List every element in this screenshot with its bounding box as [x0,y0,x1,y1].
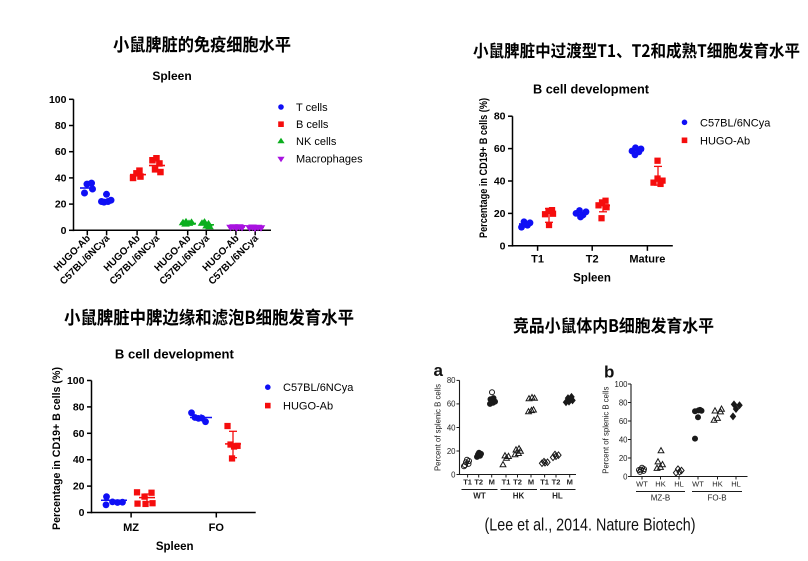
svg-text:HL: HL [731,480,741,489]
svg-text:80: 80 [55,120,67,132]
svg-text:WT: WT [473,492,486,501]
svg-text:M: M [528,478,534,487]
svg-text:HK: HK [712,480,722,489]
svg-text:60: 60 [494,143,506,155]
svg-text:HK: HK [655,480,665,489]
svg-text:0: 0 [500,240,506,252]
svg-text:(Lee et al., 2014. Nature Biot: (Lee et al., 2014. Nature Biotech) [485,515,696,535]
svg-text:T1: T1 [463,478,472,487]
svg-text:0: 0 [451,470,456,479]
svg-text:C57BL/6NCya: C57BL/6NCya [283,382,354,394]
svg-text:80: 80 [619,398,628,407]
svg-text:60: 60 [55,146,67,158]
svg-text:Percentage in CD19+ B cells (%: Percentage in CD19+ B cells (%) [478,98,490,238]
svg-text:NK cells: NK cells [296,136,337,148]
svg-text:FO: FO [209,522,225,534]
svg-text:T2: T2 [552,478,561,487]
svg-text:T1: T1 [540,478,549,487]
svg-text:100: 100 [614,380,628,389]
svg-text:T1: T1 [531,253,544,265]
svg-text:40: 40 [619,435,628,444]
svg-text:B cells: B cells [296,119,329,131]
svg-text:HL: HL [674,480,684,489]
svg-text:a: a [434,361,444,380]
svg-text:WT: WT [636,480,648,489]
svg-text:HK: HK [513,492,525,501]
svg-text:80: 80 [447,376,456,385]
svg-text:Percent of splenic B cells: Percent of splenic B cells [434,384,443,471]
svg-text:FO-B: FO-B [707,494,726,503]
svg-text:Mature: Mature [629,253,665,265]
svg-text:T2: T2 [474,478,483,487]
svg-text:Spleen: Spleen [573,273,611,285]
svg-text:WT: WT [692,480,704,489]
svg-text:Percentage in CD19+ B cells (%: Percentage in CD19+ B cells (%) [51,367,63,530]
svg-text:40: 40 [55,172,67,184]
svg-text:M: M [567,478,573,487]
svg-text:T2: T2 [586,253,599,265]
svg-text:100: 100 [67,375,85,387]
svg-text:M: M [489,478,495,487]
svg-text:MZ: MZ [123,522,139,534]
svg-text:T cells: T cells [296,102,328,114]
svg-text:Spleen: Spleen [152,69,191,83]
svg-text:b: b [604,363,614,382]
svg-text:40: 40 [73,454,85,466]
svg-text:80: 80 [494,111,506,123]
svg-text:60: 60 [619,417,628,426]
svg-text:HUGO-Ab: HUGO-Ab [283,401,333,413]
svg-text:100: 100 [49,94,67,106]
svg-text:HL: HL [552,492,563,501]
svg-text:20: 20 [494,208,506,220]
svg-text:0: 0 [79,507,85,519]
svg-text:40: 40 [447,423,456,432]
svg-text:Percent of splenic B cells: Percent of splenic B cells [602,387,611,474]
svg-text:HUGO-Ab: HUGO-Ab [700,135,750,147]
svg-text:T1: T1 [502,478,511,487]
svg-text:B cell development: B cell development [533,83,650,97]
svg-text:Spleen: Spleen [156,541,194,553]
svg-text:20: 20 [55,199,67,211]
svg-text:60: 60 [73,428,85,440]
svg-text:C57BL/6NCya: C57BL/6NCya [700,117,771,129]
svg-text:T2: T2 [513,478,522,487]
svg-text:20: 20 [447,447,456,456]
svg-text:MZ-B: MZ-B [651,494,671,503]
svg-text:0: 0 [623,472,628,481]
svg-text:B cell development: B cell development [115,347,235,362]
svg-text:20: 20 [73,481,85,493]
svg-text:20: 20 [619,454,628,463]
svg-text:0: 0 [61,225,67,237]
svg-text:Macrophages: Macrophages [296,153,363,165]
svg-text:60: 60 [447,400,456,409]
svg-text:80: 80 [73,401,85,413]
svg-text:40: 40 [494,176,506,188]
